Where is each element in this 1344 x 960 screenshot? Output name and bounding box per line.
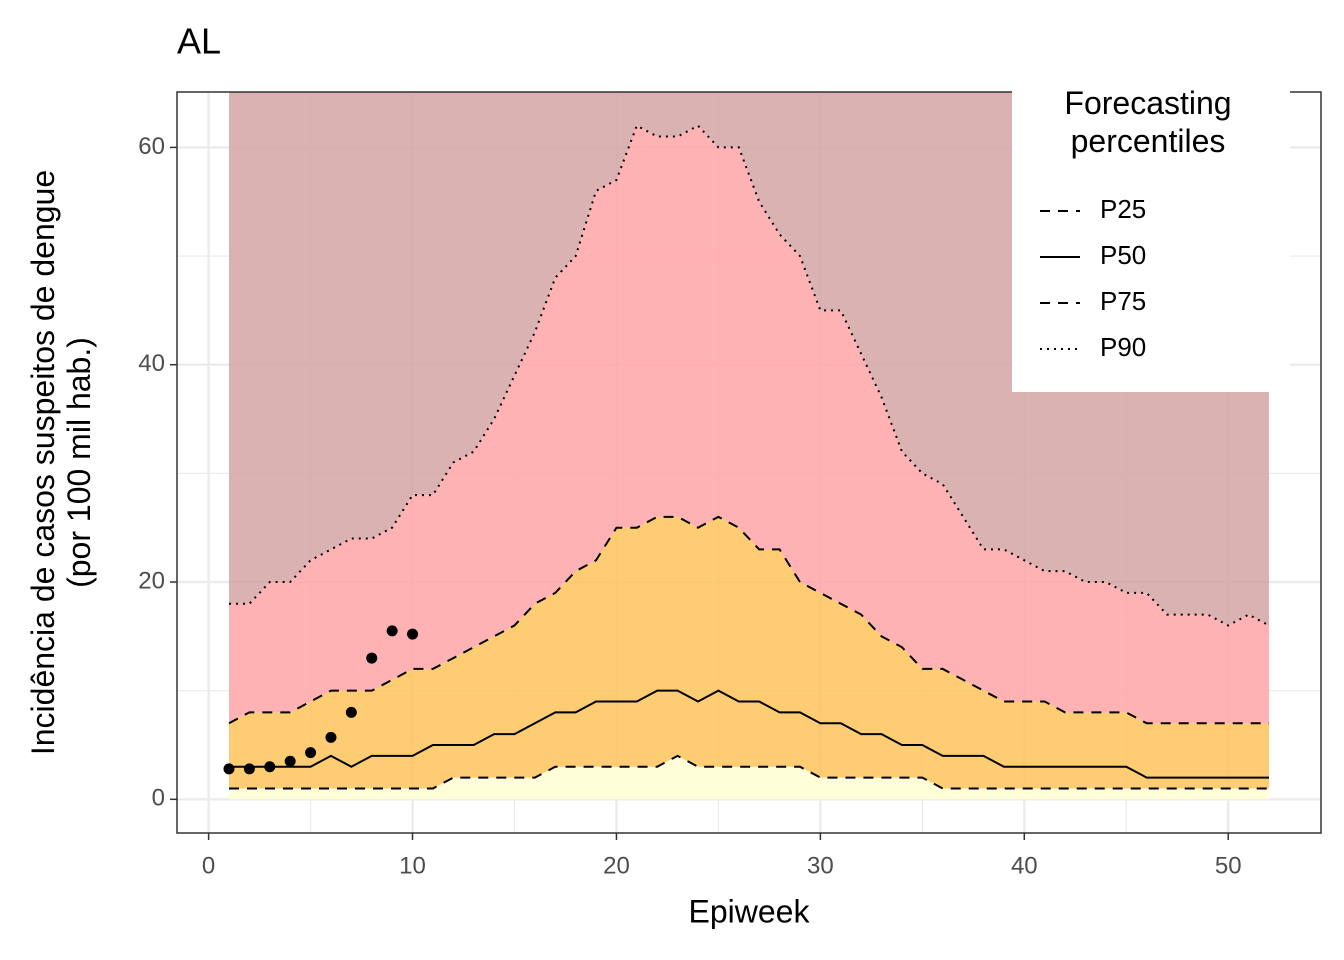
point	[407, 628, 419, 640]
point	[386, 625, 398, 637]
y-tick-label: 60	[138, 133, 165, 160]
point	[284, 755, 296, 767]
x-tick-label: 0	[202, 852, 215, 879]
x-tick-label: 30	[807, 852, 834, 879]
band	[229, 92, 1269, 626]
y-tick-label: 40	[138, 350, 165, 377]
band	[229, 516, 1269, 789]
point	[325, 731, 337, 743]
x-tick-label: 50	[1215, 852, 1242, 879]
point	[345, 706, 357, 718]
x-tick-label: 40	[1011, 852, 1038, 879]
point	[366, 652, 378, 664]
legend-label: P90	[1100, 332, 1146, 362]
legend-label: P50	[1100, 240, 1146, 270]
panel-border	[176, 91, 1322, 834]
point	[264, 761, 276, 773]
x-tick-label: 20	[603, 852, 630, 879]
y-axis-title: Incidência de casos suspeitos de dengue(…	[25, 170, 97, 755]
x-axis-title: Epiweek	[689, 893, 811, 929]
band	[229, 125, 1269, 724]
line	[229, 754, 1269, 790]
y-tick-label: 20	[138, 567, 165, 594]
line	[229, 689, 1269, 779]
legend-label: P75	[1100, 286, 1146, 316]
legend-title: Forecasting percentiles	[1064, 85, 1231, 159]
point	[305, 747, 317, 759]
y-tick-label: 0	[152, 785, 165, 812]
line	[229, 124, 1270, 627]
point	[243, 763, 255, 775]
legend-label: P25	[1100, 194, 1146, 224]
x-tick-label: 10	[399, 852, 426, 879]
point	[223, 763, 235, 775]
chart-title: AL	[177, 21, 221, 62]
legend-box	[1012, 85, 1290, 392]
line	[228, 515, 1269, 725]
